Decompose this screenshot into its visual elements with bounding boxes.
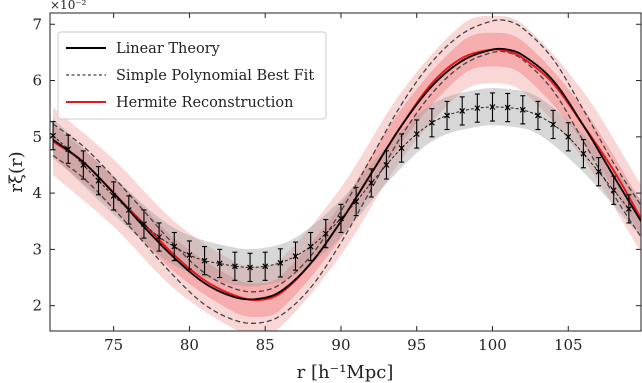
data-point bbox=[595, 168, 602, 175]
data-point bbox=[459, 108, 466, 114]
data-point bbox=[201, 257, 208, 264]
data-point bbox=[110, 192, 117, 199]
data-point bbox=[216, 260, 223, 267]
data-point bbox=[565, 133, 572, 140]
legend-label-hermite: Hermite Reconstruction bbox=[116, 95, 293, 111]
data-point bbox=[353, 198, 360, 205]
data-point bbox=[489, 104, 496, 110]
data-point bbox=[277, 259, 284, 266]
data-point bbox=[125, 207, 132, 213]
data-point bbox=[292, 253, 299, 260]
linear-theory-line bbox=[52, 47, 641, 301]
data-point bbox=[550, 121, 557, 128]
data-point bbox=[519, 106, 526, 113]
data-point bbox=[368, 180, 375, 186]
data-point bbox=[580, 150, 587, 157]
legend-label-linear-theory: Linear Theory bbox=[116, 41, 221, 57]
polynomial-lower-line bbox=[52, 50, 641, 324]
x-axis-label: r [h⁻¹Mpc] bbox=[297, 362, 394, 383]
x-tick-label: 80 bbox=[180, 336, 199, 354]
series-lines bbox=[52, 19, 641, 324]
data-point bbox=[186, 252, 193, 258]
data-point bbox=[610, 187, 617, 194]
y-tick-label: 4 bbox=[32, 184, 42, 202]
data-point bbox=[322, 230, 329, 237]
y-tick-label: 3 bbox=[32, 240, 42, 258]
legend-label-polynomial: Simple Polynomial Best Fit bbox=[116, 68, 314, 84]
data-point bbox=[95, 177, 102, 184]
y-tick-label: 7 bbox=[32, 15, 42, 33]
y-tick-label: 6 bbox=[32, 72, 42, 90]
data-point bbox=[413, 131, 420, 137]
x-tick-label: 95 bbox=[407, 336, 426, 354]
data-point bbox=[50, 132, 56, 139]
data-point bbox=[444, 112, 450, 119]
data-point bbox=[231, 263, 238, 270]
y-tick-label: 2 bbox=[32, 297, 42, 315]
legend-box bbox=[57, 31, 327, 120]
data-point bbox=[383, 162, 390, 168]
data-point bbox=[535, 112, 541, 119]
data-point bbox=[247, 264, 253, 271]
x-tick-label: 75 bbox=[104, 336, 123, 354]
data-point bbox=[262, 263, 269, 270]
legend: Linear Theory Simple Polynomial Best Fit… bbox=[57, 31, 327, 120]
x-ticks: 75 80 85 90 95 100 105 bbox=[104, 13, 583, 354]
hermite-outer-band bbox=[53, 15, 641, 331]
data-point bbox=[625, 205, 632, 212]
data-point bbox=[80, 162, 87, 168]
y-axis-label: rξ(r) bbox=[6, 151, 27, 192]
data-point bbox=[156, 234, 163, 240]
data-point bbox=[141, 221, 147, 227]
x-tick-label: 105 bbox=[554, 336, 583, 354]
x-tick-label: 100 bbox=[478, 336, 507, 354]
data-point bbox=[428, 119, 435, 126]
y-ticks: 2 3 4 5 6 7 bbox=[32, 15, 641, 315]
data-point bbox=[474, 105, 481, 112]
uncertainty-bands bbox=[53, 15, 641, 331]
x-tick-label: 90 bbox=[331, 336, 350, 354]
data-point bbox=[65, 146, 72, 153]
plot-frame bbox=[49, 12, 642, 332]
y-tick-label: 5 bbox=[32, 128, 42, 146]
polynomial-upper-line bbox=[52, 19, 641, 293]
data-point bbox=[307, 243, 314, 250]
data-point bbox=[504, 104, 511, 111]
data-point bbox=[338, 215, 344, 222]
data-point bbox=[398, 145, 405, 152]
data-point bbox=[171, 243, 178, 250]
x-tick-label: 85 bbox=[256, 336, 275, 354]
y-multiplier: ×10⁻² bbox=[50, 0, 87, 12]
data-points bbox=[50, 92, 632, 283]
